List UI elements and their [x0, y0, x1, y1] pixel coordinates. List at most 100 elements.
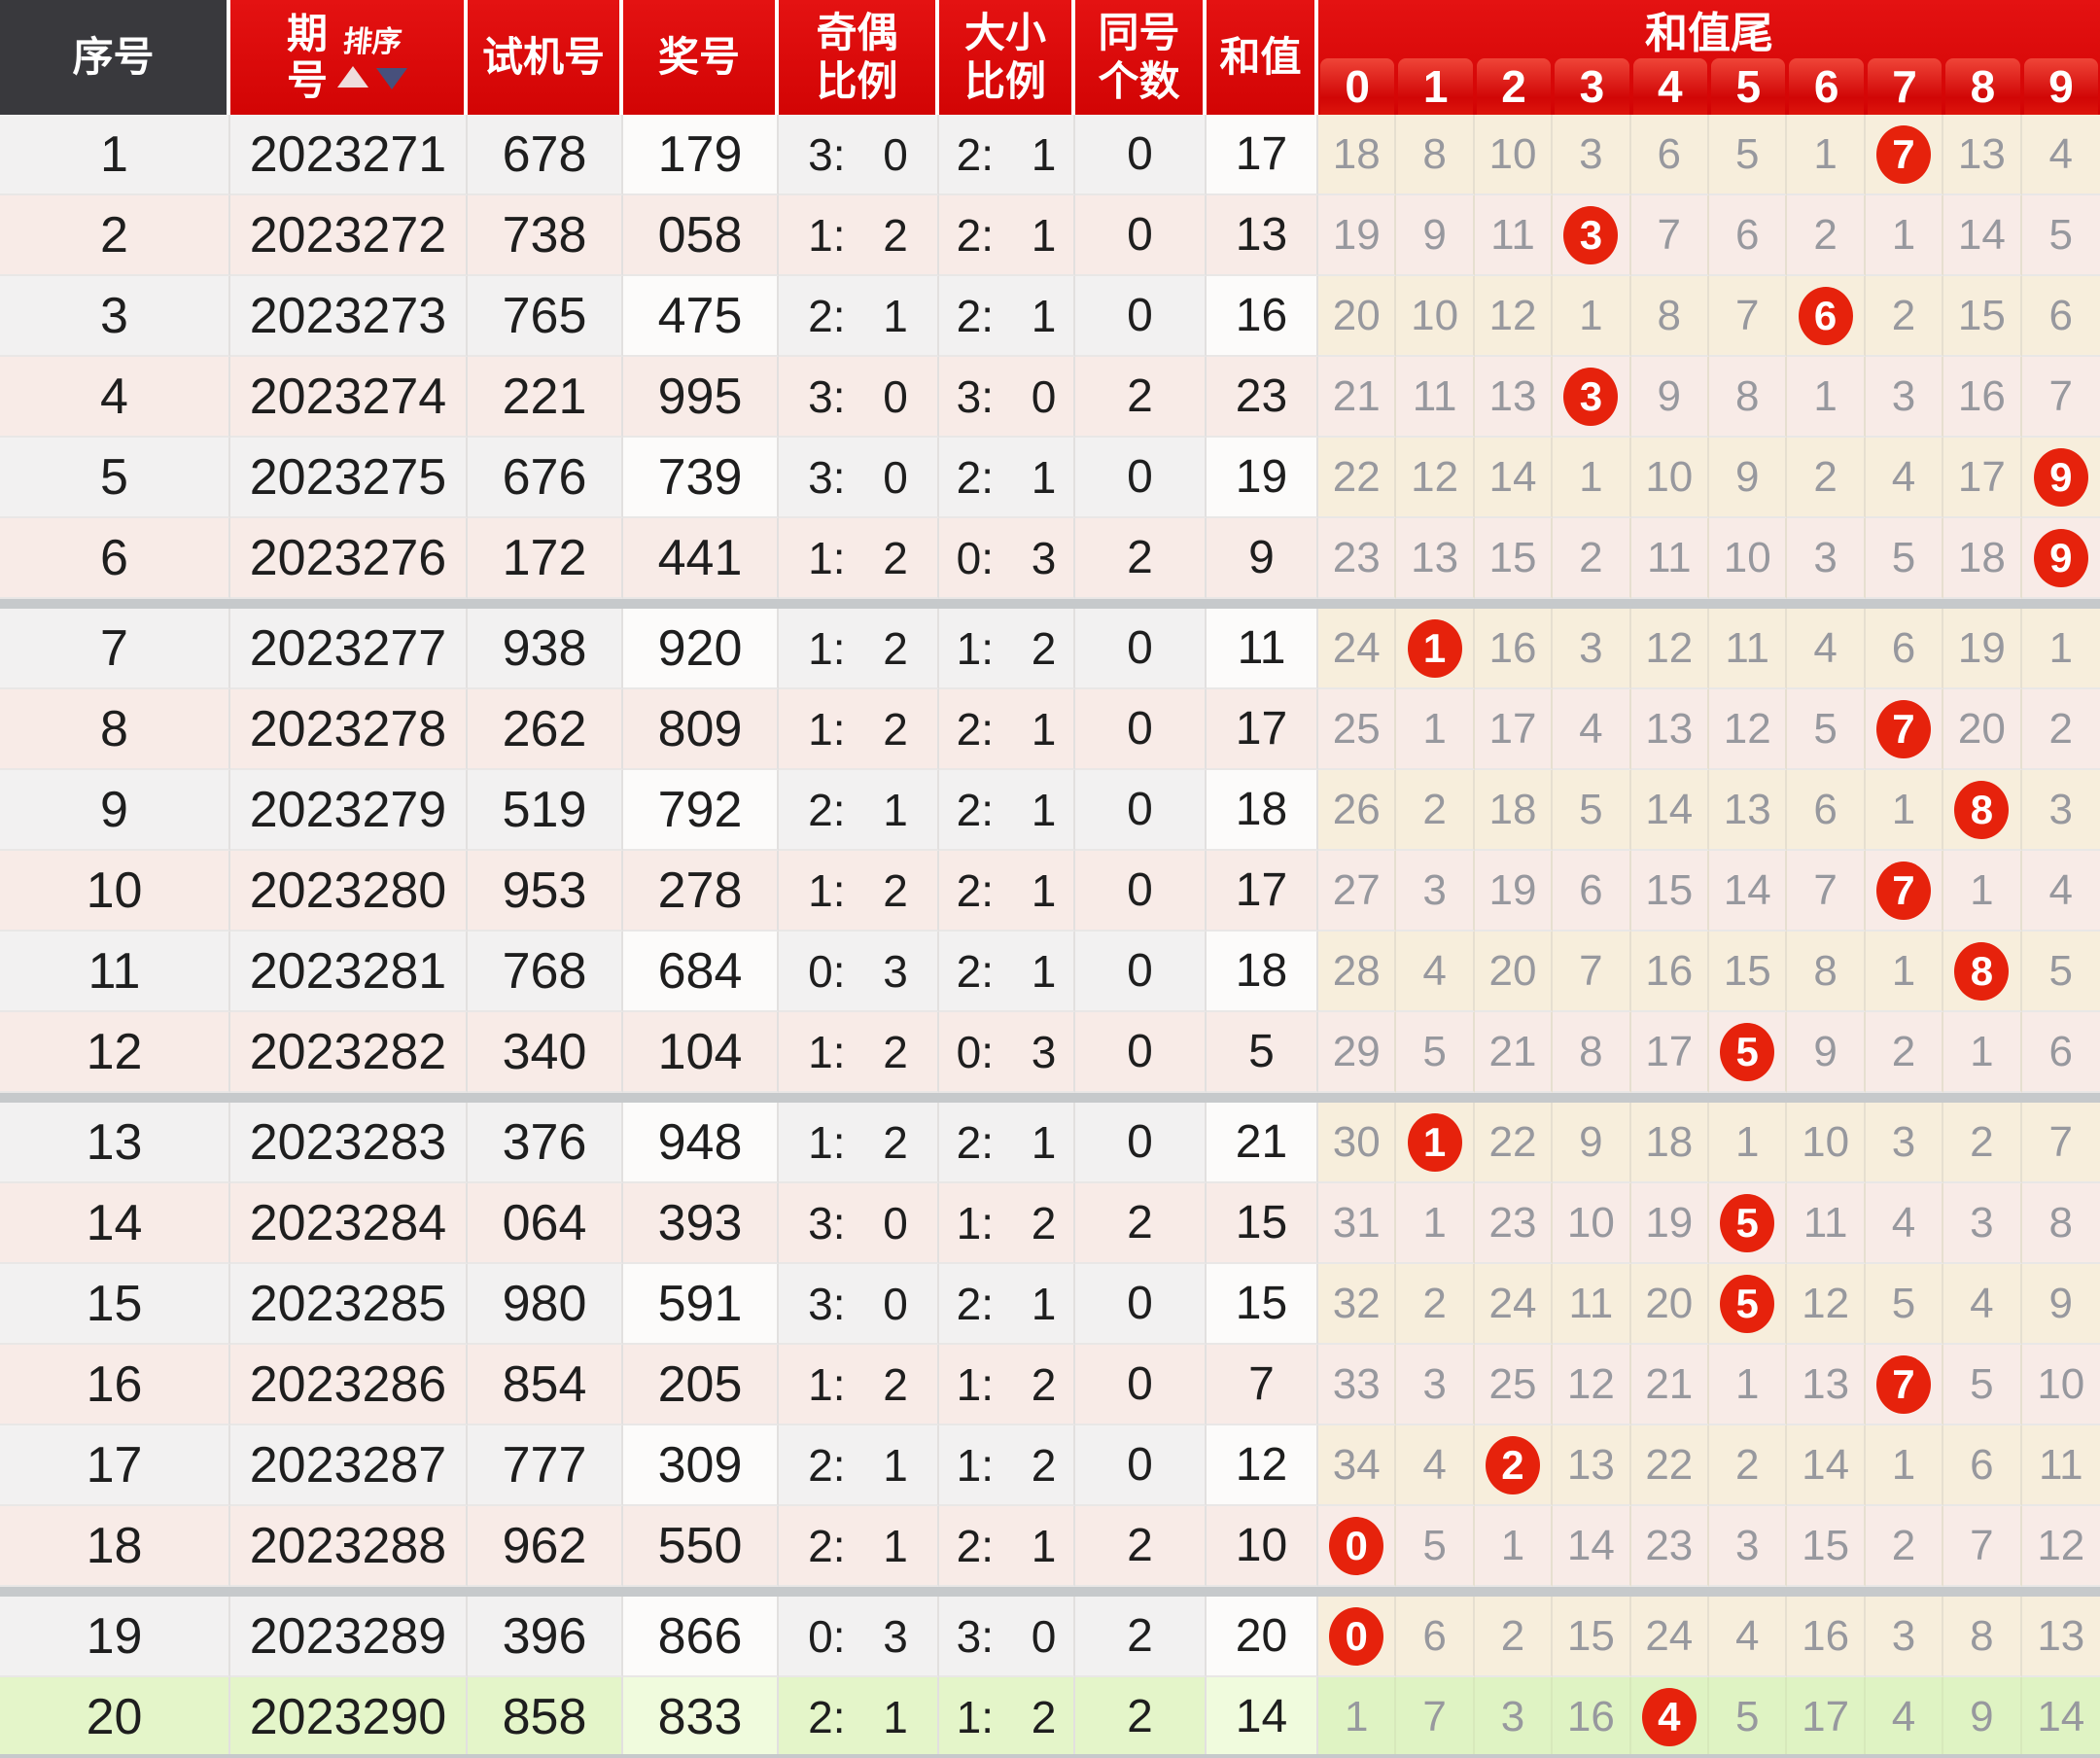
cell-test-number: 340 [468, 1012, 623, 1093]
tail-value: 10 [2037, 1359, 2085, 1408]
tail-value: 9 [1657, 371, 1682, 420]
tail-cell: 13 [2021, 1597, 2100, 1677]
tail-cell: 5 [1787, 689, 1866, 770]
tail-cell: 23 [1630, 1506, 1709, 1587]
tail-cell: 30 [1318, 1103, 1397, 1183]
cell-test-number: 962 [468, 1506, 623, 1587]
cell-prize-number: 441 [623, 518, 779, 599]
cell-period: 2023286 [230, 1345, 468, 1425]
tail-value: 1 [1970, 1027, 1994, 1075]
cell-period: 2023283 [230, 1103, 468, 1183]
cell-odd-even-ratio: 1: 2 [779, 1345, 939, 1425]
tail-cell: 6 [1709, 195, 1788, 276]
tail-value: 16 [1488, 623, 1537, 672]
sort-asc-icon[interactable] [337, 66, 368, 88]
cell-sum: 5 [1207, 1012, 1318, 1093]
tail-value: 10 [1411, 291, 1459, 339]
group-separator [0, 599, 2100, 609]
tail-value: 5 [1813, 704, 1838, 753]
tail-value: 10 [1566, 1198, 1615, 1247]
tail-cell: 1 [1474, 1506, 1554, 1587]
tail-cell: 12 [2021, 1506, 2100, 1587]
tail-value: 11 [1568, 1279, 1614, 1327]
tail-value: 10 [1723, 533, 1771, 581]
cell-prize-number: 550 [623, 1506, 779, 1587]
cell-seq: 12 [0, 1012, 230, 1093]
tail-value: 7 [1657, 210, 1682, 259]
tail-cell: 4 [1787, 609, 1866, 689]
tail-cell: 32 [1318, 1264, 1397, 1345]
tail-cell-hit: 1 [1396, 1103, 1475, 1183]
table-row: 13 2023283 376 948 1: 2 2: 1 0 21 30 1 22 9… [0, 1103, 2100, 1183]
cell-prize-number: 866 [623, 1597, 779, 1677]
cell-prize-number: 995 [623, 357, 779, 438]
tail-value: 9 [1813, 1027, 1838, 1075]
tail-cell: 2 [1787, 438, 1866, 518]
tail-value: 11 [1802, 1198, 1848, 1247]
tail-value: 4 [1422, 946, 1447, 995]
cell-seq: 2 [0, 195, 230, 276]
tail-cell: 18 [1474, 770, 1554, 851]
tail-value: 1 [1422, 1198, 1447, 1247]
tail-cell: 5 [1709, 1677, 1788, 1754]
tail-value: 1 [1813, 129, 1838, 178]
cell-big-small-ratio: 2: 1 [939, 932, 1075, 1012]
cell-seq: 1 [0, 115, 230, 195]
tail-value: 20 [1957, 704, 2006, 753]
tail-value: 12 [1488, 291, 1537, 339]
tail-cell: 22 [1630, 1425, 1709, 1506]
cell-seq: 9 [0, 770, 230, 851]
hit-badge: 4 [1641, 1687, 1697, 1746]
cell-big-small-ratio: 1: 2 [939, 1425, 1075, 1506]
tail-value: 12 [1802, 1279, 1850, 1327]
tail-cell: 22 [1318, 438, 1397, 518]
tail-cell: 7 [1787, 851, 1866, 932]
cell-same-count: 2 [1075, 1597, 1207, 1677]
tail-cell: 1 [1553, 276, 1631, 357]
tail-value: 21 [1645, 1359, 1694, 1408]
cell-big-small-ratio: 2: 1 [939, 195, 1075, 276]
tail-value: 4 [2048, 129, 2074, 178]
tail-cell: 31 [1318, 1183, 1397, 1264]
sort-desc-icon[interactable] [376, 68, 407, 89]
tail-cell: 8 [1787, 932, 1866, 1012]
tail-cell: 3 [1474, 1677, 1554, 1754]
cell-odd-even-ratio: 3: 0 [779, 438, 939, 518]
cell-period: 2023280 [230, 851, 468, 932]
cell-prize-number: 278 [623, 851, 779, 932]
tail-value: 33 [1332, 1359, 1381, 1408]
cell-seq: 17 [0, 1425, 230, 1506]
tail-cell-hit: 9 [2021, 438, 2100, 518]
cell-sum: 12 [1207, 1425, 1318, 1506]
tail-value: 14 [1802, 1440, 1850, 1489]
cell-prize-number: 792 [623, 770, 779, 851]
tail-value: 16 [1957, 371, 2006, 420]
hit-badge: 8 [1954, 941, 2010, 1001]
cell-test-number: 858 [468, 1677, 623, 1754]
cell-odd-even-ratio: 1: 2 [779, 609, 939, 689]
tail-cell: 20 [1943, 689, 2022, 770]
cell-test-number: 519 [468, 770, 623, 851]
sort-label[interactable]: 排序 [341, 26, 403, 58]
cell-seq: 16 [0, 1345, 230, 1425]
tail-cell: 16 [1630, 932, 1709, 1012]
tail-cell: 24 [1630, 1597, 1709, 1677]
cell-big-small-ratio: 1: 2 [939, 1183, 1075, 1264]
cell-prize-number: 591 [623, 1264, 779, 1345]
tail-cell: 17 [1943, 438, 2022, 518]
tail-cell: 13 [1709, 770, 1788, 851]
tail-cell: 23 [1318, 518, 1397, 599]
group-separator [0, 1093, 2100, 1103]
tail-cell-hit: 0 [1318, 1506, 1397, 1587]
tail-cell: 21 [1474, 1012, 1554, 1093]
tail-value: 23 [1332, 533, 1381, 581]
tail-cell: 3 [1865, 1597, 1944, 1677]
tail-value: 25 [1332, 704, 1381, 753]
tail-value: 5 [1579, 785, 1603, 833]
header-tail-digit-8: 8 [1945, 58, 2020, 115]
cell-odd-even-ratio: 1: 2 [779, 689, 939, 770]
tail-value: 14 [1723, 865, 1771, 914]
tail-value: 8 [1970, 1611, 1994, 1660]
header-tail-digit-5: 5 [1711, 58, 1786, 115]
sort-control[interactable]: 排序 [337, 25, 407, 89]
